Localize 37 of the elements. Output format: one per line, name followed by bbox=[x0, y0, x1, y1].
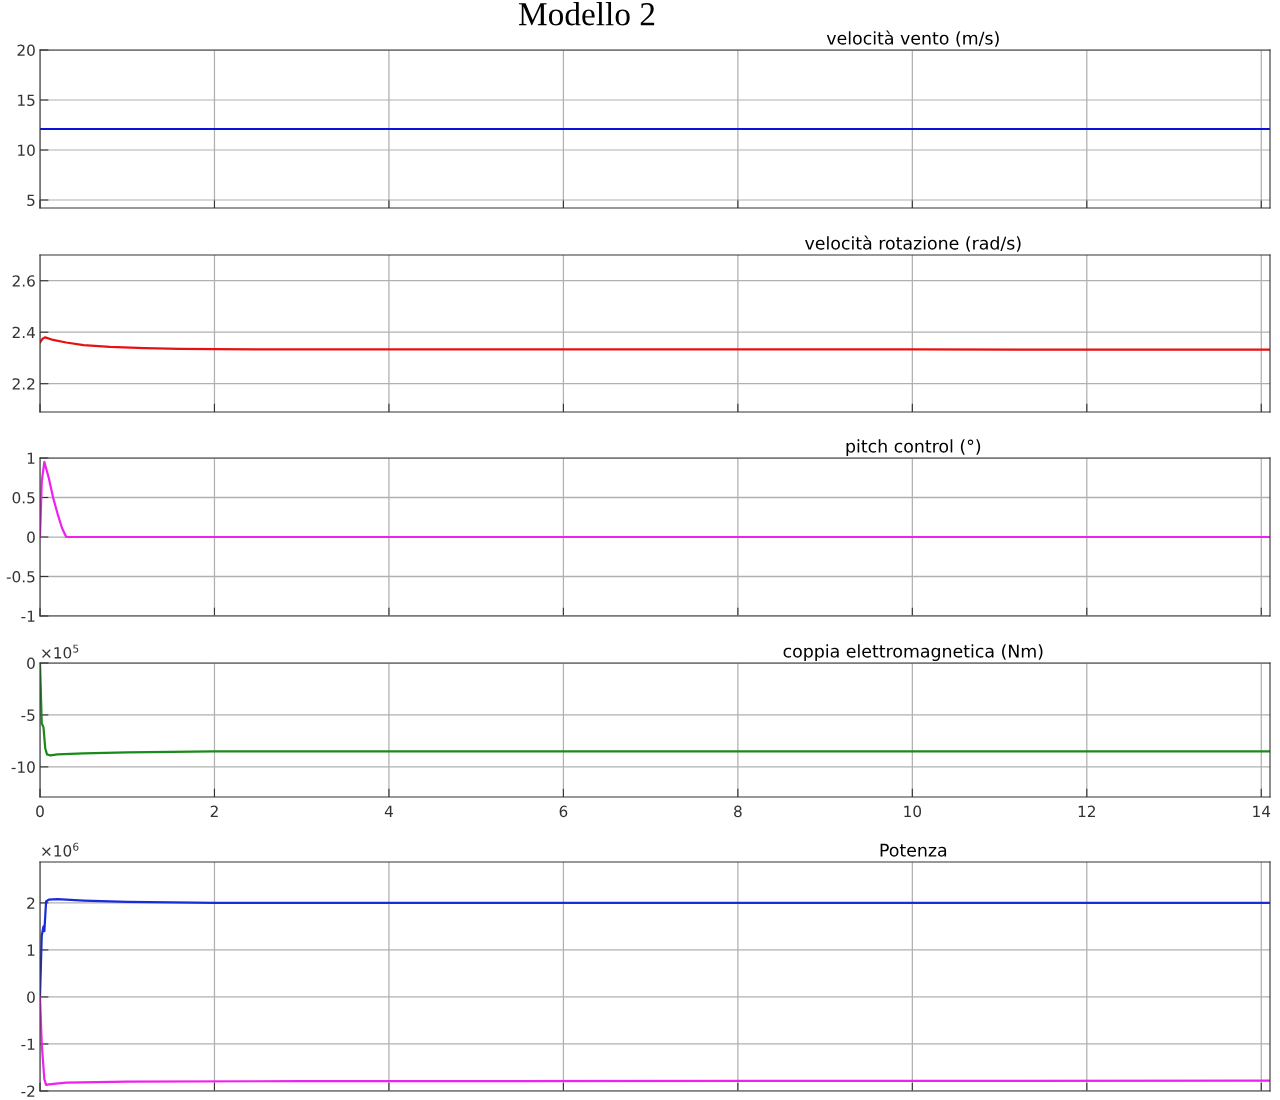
y-tick-label: 0 bbox=[27, 531, 35, 544]
y-tick-label: -1 bbox=[21, 610, 35, 622]
x-tick-label: 8 bbox=[734, 805, 742, 818]
text: ×10$^{6}$ bbox=[42, 842, 79, 857]
y-tick-label: -1 bbox=[21, 1038, 35, 1050]
chart-title: Potenza bbox=[880, 843, 947, 857]
text: ×10$^{5}$ bbox=[42, 644, 79, 659]
y-tick-label: 2.2 bbox=[12, 378, 35, 390]
y-tick-label: 0 bbox=[27, 991, 35, 1003]
y-tick-label: 2.6 bbox=[12, 275, 35, 287]
line-series bbox=[40, 336, 1270, 351]
x-tick-label: 4 bbox=[384, 805, 393, 817]
chart-title: velocità vento (m/s) bbox=[826, 30, 999, 47]
x-tick-label: 12 bbox=[1078, 805, 1095, 817]
y-tick-label: 15 bbox=[18, 94, 35, 107]
chart-title: coppia elettromagnetica (Nm) bbox=[783, 644, 1043, 662]
y-tick-label: 1 bbox=[27, 944, 35, 956]
x-tick-label: 14 bbox=[1253, 805, 1271, 817]
chart-title: velocità rotazione (rad/s) bbox=[805, 235, 1021, 252]
y-tick-label: 5 bbox=[27, 194, 35, 207]
y-tick-label: 0 bbox=[27, 657, 35, 670]
y-tick-label: 20 bbox=[17, 44, 35, 57]
y-tick-label: -5 bbox=[21, 709, 35, 721]
x-tick-label: 2 bbox=[210, 805, 218, 817]
x-tick-label: 6 bbox=[559, 805, 568, 818]
chart-title: pitch control (°) bbox=[846, 439, 981, 457]
y-tick-label: -2 bbox=[21, 1085, 35, 1097]
text: Modello 2 bbox=[518, 2, 655, 26]
x-tick-label: 10 bbox=[904, 805, 922, 818]
x-tick-label: 0 bbox=[36, 805, 44, 818]
y-tick-label: 2 bbox=[27, 897, 35, 909]
y-tick-label: -10 bbox=[11, 761, 35, 773]
y-tick-label: -0.5 bbox=[6, 570, 35, 583]
y-tick-label: 10 bbox=[18, 144, 35, 157]
y-tick-label: 1 bbox=[27, 452, 35, 464]
y-tick-label: 2.4 bbox=[12, 326, 35, 339]
y-tick-label: 0.5 bbox=[12, 491, 35, 504]
